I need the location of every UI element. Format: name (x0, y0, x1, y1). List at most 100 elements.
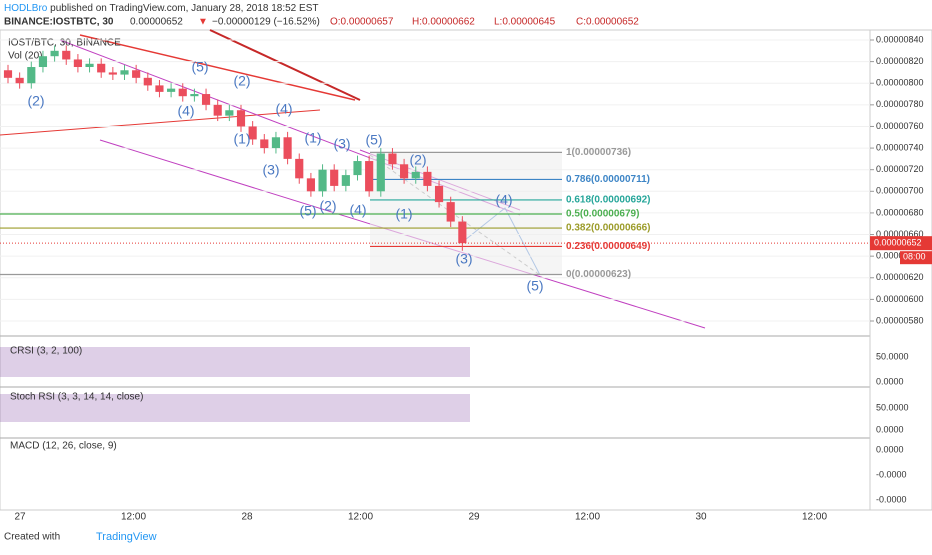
candle-body (423, 171, 432, 186)
ohlc: C:0.00000652 (576, 17, 639, 28)
x-tick-label: 28 (241, 512, 253, 523)
candle-body (15, 77, 24, 84)
wave-label: (5) (191, 59, 208, 75)
candle-body (143, 77, 152, 86)
symbol: BINANCE:IOSTBTC, 30 (4, 17, 114, 28)
fib-label: 0.786(0.00000711) (566, 174, 650, 185)
candle-body (108, 72, 117, 75)
candle-body (446, 202, 455, 222)
candle-body (73, 59, 82, 68)
trend-line (79, 34, 356, 101)
pane-tick-label: -0.0000 (876, 469, 907, 479)
pane-tick-label: 50.0000 (876, 351, 909, 361)
fib-label: 0.382(0.00000666) (566, 223, 651, 234)
candle-body (178, 88, 187, 97)
candle-body (248, 126, 257, 140)
wave-label: (2) (319, 198, 336, 214)
stoch-band (0, 394, 470, 422)
created: Created with (4, 532, 60, 543)
candle-body (50, 50, 59, 57)
x-tick-label: 29 (468, 512, 480, 523)
candle-body (330, 169, 339, 186)
wave-label: (3) (455, 251, 472, 267)
candle-body (236, 110, 246, 127)
ohlc: O:0.00000657 (330, 17, 394, 28)
candle-body (376, 153, 385, 192)
fib-label: 1(0.00000736) (566, 147, 631, 158)
fib-label: 0.618(0.00000692) (566, 195, 651, 206)
wave-label: (4) (495, 192, 512, 208)
x-tick-label: 12:00 (802, 512, 827, 523)
pane-tick-label: 0.0000 (876, 376, 904, 386)
candle-body (365, 161, 374, 192)
wave-label: (4) (275, 101, 292, 117)
x-tick-label: 30 (695, 512, 707, 523)
wave-label: (4) (349, 202, 366, 218)
y-tick-label: 0.00000740 (876, 142, 924, 152)
brand: TradingView (96, 531, 157, 543)
last-price-label: 0.00000652 (874, 238, 922, 248)
candle-body (260, 139, 269, 149)
candle-body (271, 137, 281, 149)
price-axis (869, 29, 932, 511)
wave-label: (5) (299, 203, 316, 219)
x-tick-label: 12:00 (575, 512, 600, 523)
crsi-band (0, 347, 470, 377)
candle-body (411, 171, 420, 179)
timer-label: 08:00 (903, 252, 926, 262)
wave-label: (4) (177, 103, 194, 119)
y-tick-label: 0.00000640 (876, 251, 924, 261)
timer-tag (900, 251, 932, 265)
candle-body (353, 161, 362, 176)
candle-body (295, 158, 304, 179)
pane-title: Stoch RSI (3, 3, 14, 14, close) (10, 392, 143, 403)
arrow: ▼ (198, 17, 208, 28)
author-name: HODLBro (4, 3, 48, 14)
x-tick-label: 12:00 (121, 512, 146, 523)
wave-label: (3) (333, 136, 350, 152)
wave-label: (3) (262, 162, 279, 178)
pane-title: CRSI (3, 2, 100) (10, 346, 82, 357)
candle-body (27, 67, 36, 84)
candle-body (306, 178, 315, 192)
candle-body (132, 70, 141, 78)
change: −0.00000129 (−16.52%) (212, 17, 320, 28)
candle-body (85, 63, 94, 68)
x-tick-label: 27 (14, 512, 26, 523)
y-tick-label: 0.00000600 (876, 294, 924, 304)
wave-label: (1) (233, 131, 250, 147)
pane-tick-label: 50.0000 (876, 402, 909, 412)
wave-label: (1) (304, 130, 321, 146)
x-tick-label: 12:00 (348, 512, 373, 523)
y-tick-label: 0.00000620 (876, 272, 924, 282)
pane-tick-label: 0.0000 (876, 444, 904, 454)
ohlc: H:0.00000662 (412, 17, 475, 28)
y-tick-label: 0.00000660 (876, 229, 924, 239)
last-price-tag (870, 236, 932, 251)
candle-body (155, 85, 164, 92)
candle-body (62, 50, 71, 60)
candle-body (201, 94, 211, 105)
y-tick-label: 0.00000840 (876, 34, 924, 44)
candle-body (458, 221, 467, 244)
y-tick-label: 0.00000780 (876, 99, 924, 109)
y-tick-label: 0.00000800 (876, 78, 924, 88)
wave-label: (1) (395, 206, 412, 222)
pane-tick-label: -0.0000 (876, 494, 907, 504)
pane-title: MACD (12, 26, close, 9) (10, 441, 117, 452)
candle-body (120, 70, 129, 75)
candle-body (283, 137, 292, 159)
ohlc: L:0.00000645 (494, 17, 556, 28)
wave-label: (2) (233, 73, 250, 89)
y-tick-label: 0.00000580 (876, 315, 924, 325)
candle-body (434, 185, 444, 203)
published: published on TradingView.com, January 28… (50, 3, 318, 14)
y-tick-label: 0.00000820 (876, 56, 924, 66)
y-tick-label: 0.00000680 (876, 207, 924, 217)
candle-body (167, 88, 176, 92)
y-tick-label: 0.00000700 (876, 186, 924, 196)
candle-body (318, 169, 327, 192)
candle-body (225, 110, 234, 116)
fib-label: 0.5(0.00000679) (566, 209, 639, 220)
